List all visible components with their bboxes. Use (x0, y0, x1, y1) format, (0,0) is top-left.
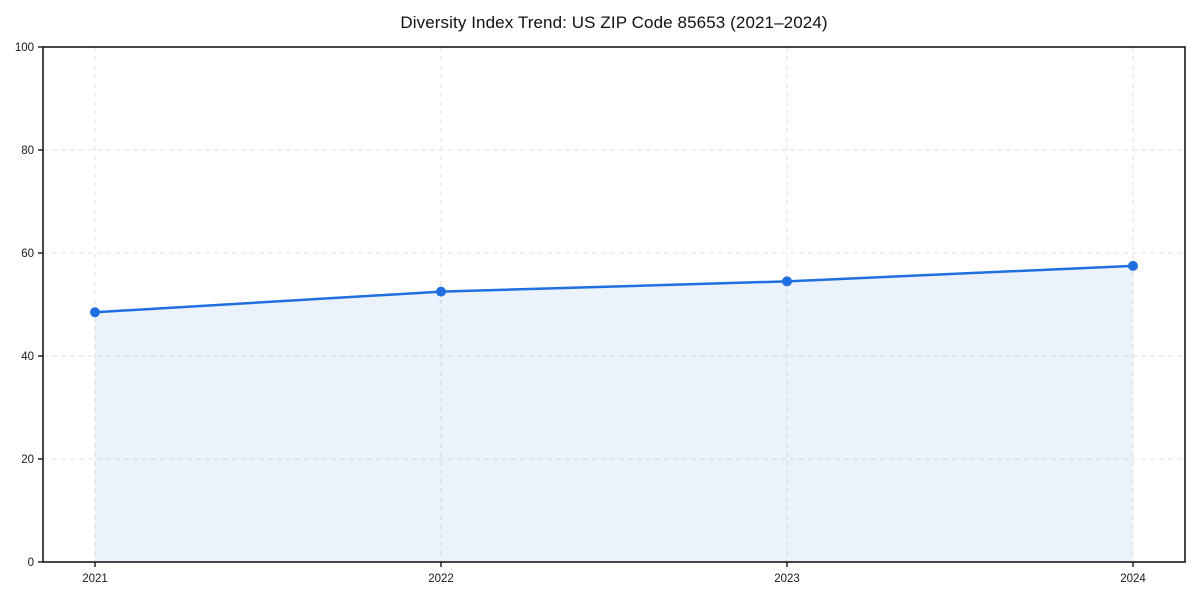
plot-spines (42, 46, 1186, 563)
x-tick-label: 2024 (1120, 573, 1146, 585)
data-point-marker (782, 276, 792, 287)
area-fill (95, 265, 1133, 562)
y-tick-label: 20 (21, 454, 34, 466)
data-point-marker (90, 307, 100, 318)
data-point-marker (1128, 260, 1138, 271)
x-tick-label: 2023 (774, 573, 800, 585)
x-tick-label: 2022 (428, 573, 454, 585)
chart-title: Diversity Index Trend: US ZIP Code 85653… (400, 13, 828, 32)
y-tick-label: 60 (21, 248, 34, 260)
x-tick-label: 2021 (82, 573, 108, 585)
y-tick-label: 100 (15, 42, 34, 54)
y-tick-label: 0 (28, 557, 34, 569)
y-tick-label: 80 (21, 145, 34, 157)
data-point-marker (436, 286, 446, 297)
y-tick-label: 40 (21, 351, 34, 363)
trend-line (93, 264, 1135, 314)
